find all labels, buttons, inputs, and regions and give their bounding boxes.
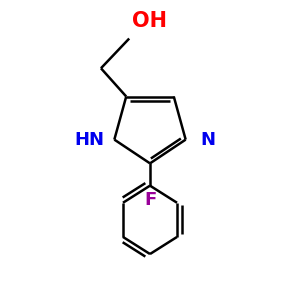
Text: OH: OH xyxy=(133,11,167,31)
Text: HN: HN xyxy=(74,130,104,148)
Text: F: F xyxy=(144,191,156,209)
Text: N: N xyxy=(200,130,215,148)
